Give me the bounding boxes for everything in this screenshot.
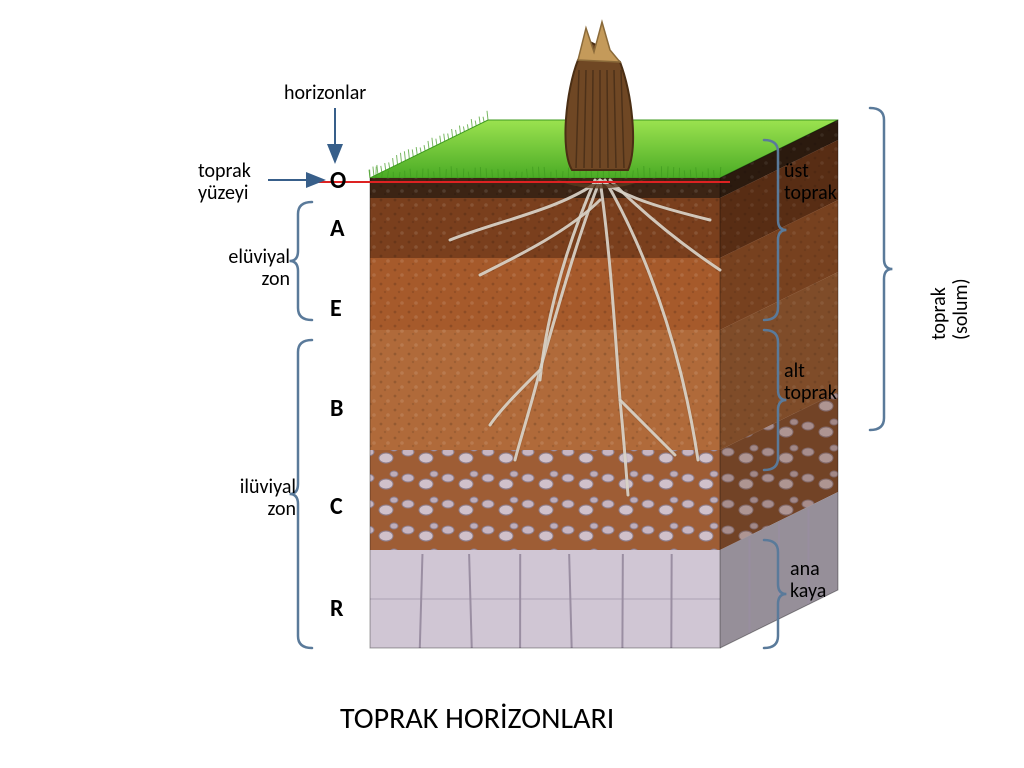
soil-block-svg [0, 0, 1024, 768]
horizon-letter: E [330, 296, 342, 322]
horizon-letter: O [330, 168, 346, 194]
horizon-letter: A [330, 216, 345, 242]
topsoil-label: üst toprak [784, 160, 837, 204]
horizons-label: horizonlar [284, 82, 366, 104]
horizon-letter: B [330, 396, 343, 422]
subsoil-label: alt toprak [784, 360, 837, 404]
eluvial-zone-label: elüviyal zon [210, 246, 290, 290]
horizon-letter: C [330, 494, 343, 520]
diagram-stage: OA E B C Rhorizonlar toprak yüzeyi elüviyal zo… [0, 0, 1024, 768]
diagram-title: TOPRAK HORİZONLARI [340, 700, 614, 737]
illuvial-zone-label: ilüviyal zon [216, 476, 296, 520]
horizon-letter: R [330, 596, 344, 622]
soil-surface-label: toprak yüzeyi [198, 160, 251, 204]
bedrock-label: ana kaya [790, 558, 826, 602]
solum-label: toprak (solum) [928, 278, 972, 340]
